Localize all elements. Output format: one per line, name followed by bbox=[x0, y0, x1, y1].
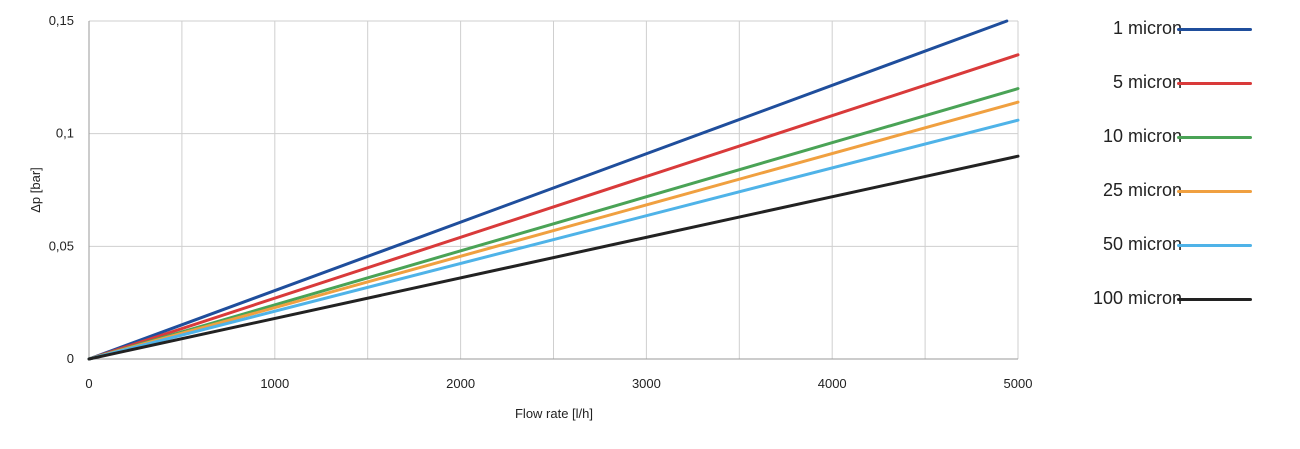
series-lines bbox=[87, 19, 1020, 361]
legend-swatch bbox=[1177, 82, 1252, 85]
legend-item: 5 micron bbox=[1030, 68, 1280, 98]
series-line bbox=[87, 87, 1020, 361]
legend-label: 1 micron bbox=[1112, 18, 1182, 38]
legend-swatch bbox=[1177, 28, 1252, 31]
legend-label: 25 micron bbox=[1102, 180, 1182, 200]
x-tick-label: 3000 bbox=[632, 376, 661, 391]
series-line bbox=[87, 154, 1020, 361]
legend-swatch bbox=[1177, 298, 1252, 301]
legend-swatch bbox=[1177, 190, 1252, 193]
y-axis-label: Δp [bar] bbox=[28, 167, 43, 213]
series-line bbox=[87, 19, 1009, 361]
legend-swatch bbox=[1177, 136, 1252, 139]
x-tick-label: 2000 bbox=[446, 376, 475, 391]
grid-lines bbox=[89, 20, 1019, 359]
x-tick-label: 1000 bbox=[260, 376, 289, 391]
legend-label: 10 micron bbox=[1102, 126, 1182, 146]
series-line bbox=[87, 53, 1020, 361]
y-tick-label: 0 bbox=[67, 351, 74, 366]
x-axis-label: Flow rate [l/h] bbox=[515, 406, 593, 421]
legend-label: 100 micron bbox=[1092, 288, 1182, 308]
legend-item: 10 micron bbox=[1030, 122, 1280, 152]
legend-label: 5 micron bbox=[1112, 72, 1182, 92]
x-tick-label: 0 bbox=[85, 376, 92, 391]
y-tick-label: 0,15 bbox=[49, 13, 74, 28]
axes bbox=[88, 21, 1018, 360]
legend-item: 50 micron bbox=[1030, 230, 1280, 260]
series-line bbox=[87, 100, 1020, 361]
legend-item: 100 micron bbox=[1030, 284, 1280, 314]
series-line bbox=[87, 118, 1020, 361]
y-tick-label: 0,1 bbox=[56, 126, 74, 141]
y-tick-labels: 0 0,05 0,1 0,15 bbox=[49, 13, 74, 366]
x-tick-labels: 0 1000 2000 3000 4000 5000 bbox=[85, 376, 1032, 391]
x-tick-label: 4000 bbox=[818, 376, 847, 391]
legend-swatch bbox=[1177, 244, 1252, 247]
x-tick-label: 5000 bbox=[1004, 376, 1033, 391]
y-tick-label: 0,05 bbox=[49, 238, 74, 253]
legend-label: 50 micron bbox=[1102, 234, 1182, 254]
legend-item: 25 micron bbox=[1030, 176, 1280, 206]
legend-item: 1 micron bbox=[1030, 14, 1280, 44]
